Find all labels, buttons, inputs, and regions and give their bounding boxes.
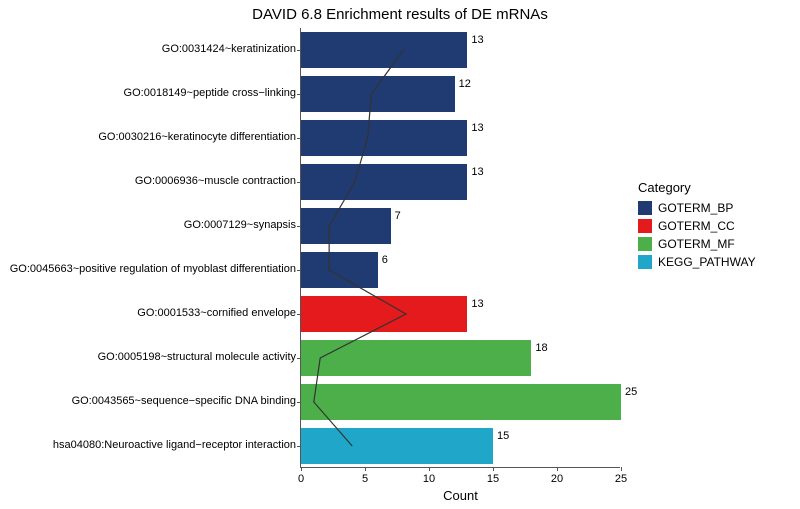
- xtick-label: 15: [487, 473, 499, 485]
- legend-swatch: [638, 201, 652, 215]
- bar-label: GO:0018149~peptide cross−linking: [0, 87, 296, 99]
- bar: [301, 340, 531, 376]
- xtick-mark: [365, 467, 366, 471]
- value-label: 25: [625, 386, 637, 398]
- legend-item: GOTERM_BP: [638, 201, 756, 215]
- legend-label: GOTERM_BP: [658, 201, 733, 215]
- legend-label: GOTERM_MF: [658, 237, 735, 251]
- xtick-label: 20: [551, 473, 563, 485]
- chart-figure: DAVID 6.8 Enrichment results of DE mRNAs…: [0, 0, 800, 509]
- ytick-mark: [297, 94, 301, 95]
- bar-label: GO:0007129~synapsis: [0, 219, 296, 231]
- value-label: 12: [459, 78, 471, 90]
- value-label: 15: [497, 430, 509, 442]
- xtick-label: 5: [362, 473, 368, 485]
- bar-label: GO:0043565~sequence−specific DNA binding: [0, 395, 296, 407]
- value-label: 13: [471, 34, 483, 46]
- value-label: 18: [535, 342, 547, 354]
- ytick-mark: [297, 358, 301, 359]
- ytick-mark: [297, 402, 301, 403]
- value-label: 13: [471, 122, 483, 134]
- legend-swatch: [638, 219, 652, 233]
- value-label: 6: [382, 254, 388, 266]
- bar: [301, 208, 391, 244]
- legend-item: GOTERM_CC: [638, 219, 756, 233]
- ytick-mark: [297, 182, 301, 183]
- legend-label: KEGG_PATHWAY: [658, 255, 756, 269]
- value-label: 7: [395, 210, 401, 222]
- bar-label: hsa04080:Neuroactive ligand−receptor int…: [0, 439, 296, 451]
- x-axis-label: Count: [443, 488, 478, 503]
- bar: [301, 32, 467, 68]
- bar-label: GO:0005198~structural molecule activity: [0, 351, 296, 363]
- xtick-label: 10: [423, 473, 435, 485]
- legend-item: GOTERM_MF: [638, 237, 756, 251]
- bar: [301, 296, 467, 332]
- ytick-mark: [297, 50, 301, 51]
- bar: [301, 120, 467, 156]
- bar: [301, 384, 621, 420]
- legend-swatch: [638, 237, 652, 251]
- xtick-label: 25: [615, 473, 627, 485]
- xtick-mark: [621, 467, 622, 471]
- bar-label: GO:0006936~muscle contraction: [0, 175, 296, 187]
- bar-label: GO:0031424~keratinization: [0, 43, 296, 55]
- xtick-mark: [493, 467, 494, 471]
- ytick-mark: [297, 138, 301, 139]
- legend-label: GOTERM_CC: [658, 219, 735, 233]
- plot-area: Count 1312131376131825150510152025: [300, 28, 620, 468]
- bar-label: GO:0030216~keratinocyte differentiation: [0, 131, 296, 143]
- xtick-mark: [301, 467, 302, 471]
- xtick-mark: [557, 467, 558, 471]
- legend-item: KEGG_PATHWAY: [638, 255, 756, 269]
- xtick-label: 0: [298, 473, 304, 485]
- ytick-mark: [297, 446, 301, 447]
- value-label: 13: [471, 166, 483, 178]
- ytick-mark: [297, 270, 301, 271]
- bar: [301, 76, 455, 112]
- chart-title: DAVID 6.8 Enrichment results of DE mRNAs: [0, 6, 800, 23]
- legend-title: Category: [638, 180, 756, 195]
- ytick-mark: [297, 314, 301, 315]
- xtick-mark: [429, 467, 430, 471]
- bar: [301, 428, 493, 464]
- value-label: 13: [471, 298, 483, 310]
- bar-label: GO:0001533~cornified envelope: [0, 307, 296, 319]
- ytick-mark: [297, 226, 301, 227]
- bar: [301, 252, 378, 288]
- legend-swatch: [638, 255, 652, 269]
- bar-label: GO:0045663~positive regulation of myobla…: [0, 263, 296, 275]
- bar: [301, 164, 467, 200]
- legend: Category GOTERM_BP GOTERM_CC GOTERM_MF KEGG…: [638, 180, 756, 273]
